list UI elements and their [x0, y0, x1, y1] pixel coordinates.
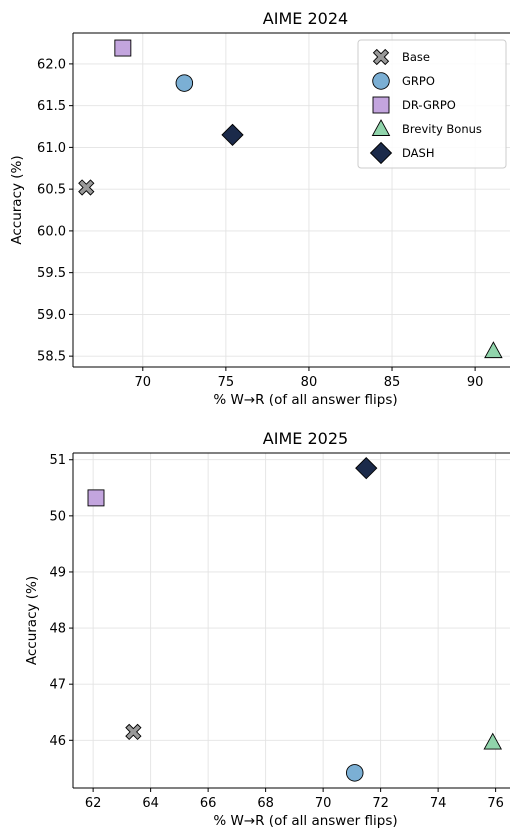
- x-tick-label: 74: [430, 796, 447, 811]
- y-axis-label: Accuracy (%): [9, 155, 25, 244]
- legend-marker-base: [372, 48, 390, 66]
- data-point-base: [78, 179, 95, 196]
- x-tick-label: 70: [135, 375, 152, 390]
- x-tick-label: 85: [384, 375, 401, 390]
- legend-entry-dr-grpo: DR-GRPO: [402, 98, 456, 112]
- data-point-dash: [355, 457, 378, 480]
- y-tick-label: 58.5: [37, 350, 66, 365]
- data-point-grpo: [346, 764, 364, 782]
- legend-box: [357, 39, 507, 169]
- x-tick-label: 90: [467, 375, 484, 390]
- legend-marker-grpo: [372, 72, 390, 90]
- x-tick-label: 80: [301, 375, 318, 390]
- y-tick-label: 60.0: [37, 224, 66, 239]
- legend-marker-dash: [369, 141, 393, 165]
- x-axis-label: % W→R (of all answer flips): [213, 392, 397, 408]
- chart-panel-1: 70 75 80 85 90 58.5 59.0 59.5 60.0 60.5 61.0 61.5 62…: [9, 9, 510, 408]
- data-point-grpo: [175, 74, 194, 92]
- legend-marker-dr-grpo: [372, 96, 390, 114]
- chart-title: AIME 2024: [263, 9, 348, 28]
- y-tick-label: 61.0: [37, 141, 66, 156]
- y-tick-label: 48: [49, 622, 66, 637]
- data-point-brevity-bonus: [484, 341, 503, 359]
- y-tick-label: 60.5: [37, 183, 66, 198]
- data-point-dr-grpo: [114, 39, 132, 57]
- data-point-dr-grpo: [87, 489, 105, 507]
- x-tick-label: 62: [85, 796, 102, 811]
- legend: Base GRPO DR-GRPO Brevity Bonus DASH: [357, 39, 507, 169]
- legend-marker-brevity-bonus: [371, 119, 391, 136]
- x-tick-label: 68: [257, 796, 274, 811]
- x-tick-label: 66: [200, 796, 217, 811]
- chart-panel-2: 62 64 66 68 70 72 74 76 46 47 48 49 50 51 AIME 2025 % W…: [24, 429, 510, 829]
- y-tick-label: 46: [49, 734, 66, 749]
- legend-entry-grpo: GRPO: [402, 74, 435, 88]
- x-tick-label: 64: [142, 796, 159, 811]
- x-tick-label: 72: [372, 796, 389, 811]
- y-tick-label: 51: [49, 453, 66, 468]
- y-axis-label: Accuracy (%): [24, 576, 40, 665]
- y-tick-label: 49: [49, 565, 66, 580]
- y-tick-label: 61.5: [37, 99, 66, 114]
- y-tick-label: 59.5: [37, 266, 66, 281]
- x-axis-label: % W→R (of all answer flips): [213, 813, 397, 829]
- x-tick-label: 75: [218, 375, 235, 390]
- legend-entry-base: Base: [402, 50, 430, 64]
- data-point-base: [125, 723, 142, 741]
- y-tick-label: 59.0: [37, 308, 66, 323]
- x-tick-label: 70: [315, 796, 332, 811]
- y-tick-label: 47: [49, 678, 66, 693]
- chart-title: AIME 2025: [263, 429, 348, 448]
- legend-entry-brevity-bonus: Brevity Bonus: [402, 122, 482, 136]
- x-tick-label: 76: [487, 796, 504, 811]
- y-tick-label: 50: [49, 509, 66, 524]
- legend-entry-dash: DASH: [402, 146, 434, 160]
- data-point-brevity-bonus: [483, 732, 503, 750]
- data-point-dash: [221, 123, 244, 147]
- y-tick-label: 62.0: [37, 57, 66, 72]
